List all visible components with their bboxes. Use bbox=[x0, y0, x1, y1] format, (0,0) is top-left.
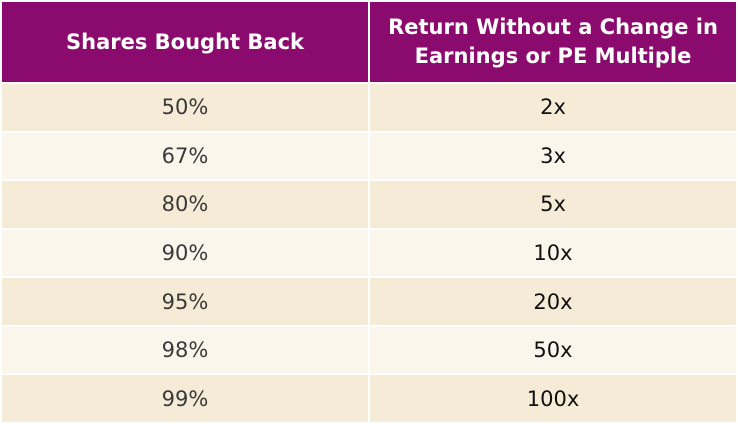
table-row: 98% 50x bbox=[0, 324, 738, 376]
header-cell: Return Without a Change in Earnings or P… bbox=[368, 0, 738, 84]
table-row: 67% 3x bbox=[0, 130, 738, 182]
return-cell: 20x bbox=[368, 276, 738, 327]
shares-cell: 50% bbox=[0, 82, 370, 133]
table-row: 90% 10x bbox=[0, 227, 738, 279]
table-row: 80% 5x bbox=[0, 179, 738, 230]
header-cell: Shares Bought Back bbox=[0, 0, 370, 84]
table-body: 50% 2x 67% 3x 80% 5x 90% 10x 95% 20x 98% 50x 99% 100x bbox=[0, 82, 738, 424]
return-cell: 10x bbox=[368, 227, 738, 279]
shares-cell: 99% bbox=[0, 373, 370, 424]
return-cell: 50x bbox=[368, 324, 738, 376]
table-row: 50% 2x bbox=[0, 82, 738, 133]
table-row: 99% 100x bbox=[0, 373, 738, 424]
return-cell: 100x bbox=[368, 373, 738, 424]
header-row: Shares Bought Back Return Without a Chan… bbox=[0, 0, 738, 84]
return-cell: 3x bbox=[368, 130, 738, 182]
shares-cell: 95% bbox=[0, 276, 370, 327]
shares-cell: 90% bbox=[0, 227, 370, 279]
table-header: Shares Bought Back Return Without a Chan… bbox=[0, 0, 738, 84]
table-row: 95% 20x bbox=[0, 276, 738, 327]
shares-cell: 98% bbox=[0, 324, 370, 376]
return-cell: 5x bbox=[368, 179, 738, 230]
shares-cell: 80% bbox=[0, 179, 370, 230]
return-cell: 2x bbox=[368, 82, 738, 133]
shares-cell: 67% bbox=[0, 130, 370, 182]
